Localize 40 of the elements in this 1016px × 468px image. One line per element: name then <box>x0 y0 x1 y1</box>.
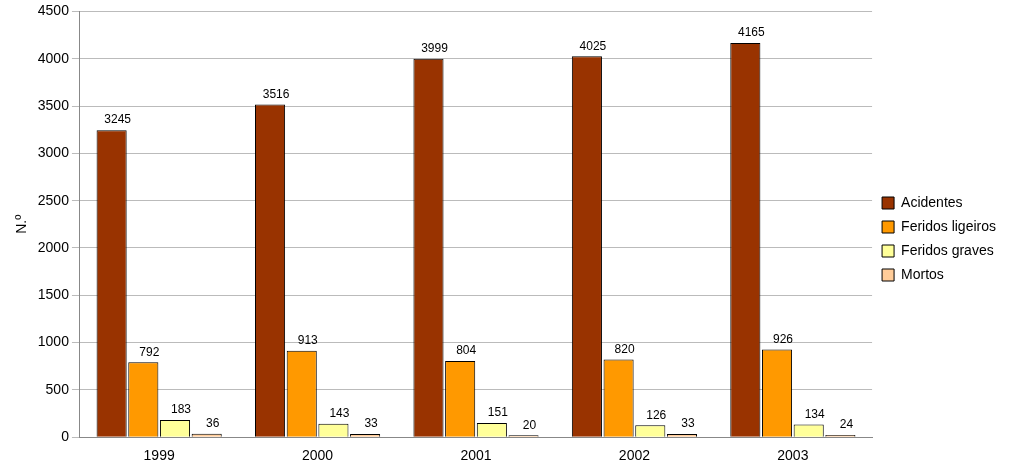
y-axis-title: N.º <box>13 214 30 234</box>
y-tick-label: 2500 <box>37 191 70 208</box>
data-label: 24 <box>839 417 854 432</box>
data-label: 913 <box>297 333 319 348</box>
x-tick-label: 2000 <box>302 447 334 464</box>
x-tick-label: 2003 <box>777 447 809 464</box>
y-tick-label: 1500 <box>37 286 70 303</box>
data-label: 33 <box>364 416 379 431</box>
data-label: 4025 <box>579 38 607 53</box>
y-tick-label: 0 <box>61 428 70 445</box>
y-tick-label: 4500 <box>37 2 70 19</box>
data-label: 926 <box>773 331 794 346</box>
data-label: 143 <box>329 405 350 420</box>
legend-label: Feridos graves <box>901 241 994 258</box>
data-label: 134 <box>804 406 826 421</box>
data-label: 183 <box>170 402 192 417</box>
data-label: 820 <box>614 341 635 356</box>
legend-label: Feridos ligeiros <box>901 217 997 234</box>
data-label: 20 <box>522 417 537 432</box>
data-label: 33 <box>681 416 695 431</box>
y-tick-label: 1000 <box>37 333 70 350</box>
data-label: 36 <box>206 416 220 431</box>
y-tick-label: 3500 <box>37 96 70 113</box>
x-tick-label: 2002 <box>618 447 651 464</box>
data-label: 4165 <box>737 25 766 40</box>
y-tick-label: 2000 <box>37 238 70 255</box>
legend-label: Acidentes <box>901 193 963 210</box>
data-label: 3245 <box>104 112 132 127</box>
legend-label: Mortos <box>901 265 944 282</box>
data-label: 3516 <box>262 86 290 101</box>
x-tick-label: 2001 <box>460 447 492 464</box>
data-label: 792 <box>139 344 160 359</box>
data-label: 3999 <box>421 41 449 56</box>
data-label: 126 <box>646 407 667 422</box>
y-tick-label: 3000 <box>37 144 70 161</box>
data-label: 151 <box>487 405 509 420</box>
y-tick-label: 500 <box>45 380 70 397</box>
x-tick-label: 1999 <box>143 447 175 464</box>
data-label: 804 <box>456 343 477 358</box>
y-tick-label: 4000 <box>37 49 70 66</box>
